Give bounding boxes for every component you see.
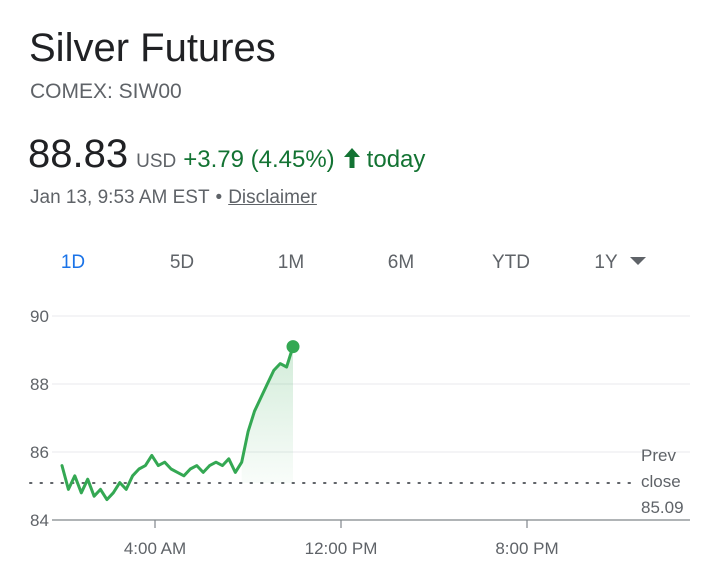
quote-meta: Jan 13, 9:53 AM EST • Disclaimer (30, 186, 317, 210)
prev-close-label: close (641, 472, 681, 491)
chevron-down-icon (629, 257, 646, 265)
prev-close-label: Prev (641, 446, 676, 465)
tab-1m[interactable]: 1M (268, 244, 314, 282)
current-price-dot (286, 340, 300, 354)
tab-ytd[interactable]: YTD (484, 244, 538, 282)
x-tick-label: 12:00 PM (305, 539, 378, 558)
tab-1d[interactable]: 1D (52, 244, 94, 282)
y-tick-label-88: 88 (30, 375, 49, 394)
quote-timestamp: Jan 13, 9:53 AM EST (30, 187, 210, 208)
tab-5d-label: 5D (169, 252, 195, 273)
prev-close-value: 85.09 (641, 498, 684, 517)
tab-5d[interactable]: 5D (160, 244, 204, 282)
time-range-tabs: 1D 5D 1M 6M YTD 1Y (0, 244, 720, 282)
tab-1m-label: 1M (277, 252, 305, 273)
x-tick-label: 8:00 PM (495, 539, 558, 558)
tab-1d-label: 1D (60, 252, 86, 273)
arrow-up-icon (343, 147, 361, 169)
tab-6m-label: 6M (387, 252, 415, 273)
tab-ytd-label: YTD (492, 252, 530, 273)
x-tick-label: 4:00 AM (124, 539, 186, 558)
y-tick-label-84: 84 (30, 511, 49, 530)
tab-1y-label: 1Y (594, 252, 618, 273)
price-change: +3.79 (4.45%) (183, 146, 335, 173)
disclaimer-link[interactable]: Disclaimer (228, 187, 317, 208)
meta-separator: • (215, 187, 223, 208)
y-tick-label-90: 90 (30, 307, 49, 326)
page-title: Silver Futures (29, 26, 276, 70)
currency-label: USD (136, 151, 177, 172)
ticker-symbol: COMEX: SIW00 (30, 80, 182, 103)
price-area-fill (241, 346, 293, 483)
change-period: today (366, 146, 426, 173)
tab-6m[interactable]: 6M (378, 244, 424, 282)
tab-1y-dropdown[interactable]: 1Y (584, 244, 656, 282)
current-price: 88.83 (28, 132, 129, 176)
price-line (60, 345, 295, 502)
y-tick-label-86: 86 (30, 443, 49, 462)
price-row: 88.83 USD +3.79 (4.45%) today (28, 132, 425, 180)
price-chart[interactable]: 90 88 86 84 4:00 AM 12:00 PM 8:00 PM Prev close 8… (0, 290, 720, 583)
